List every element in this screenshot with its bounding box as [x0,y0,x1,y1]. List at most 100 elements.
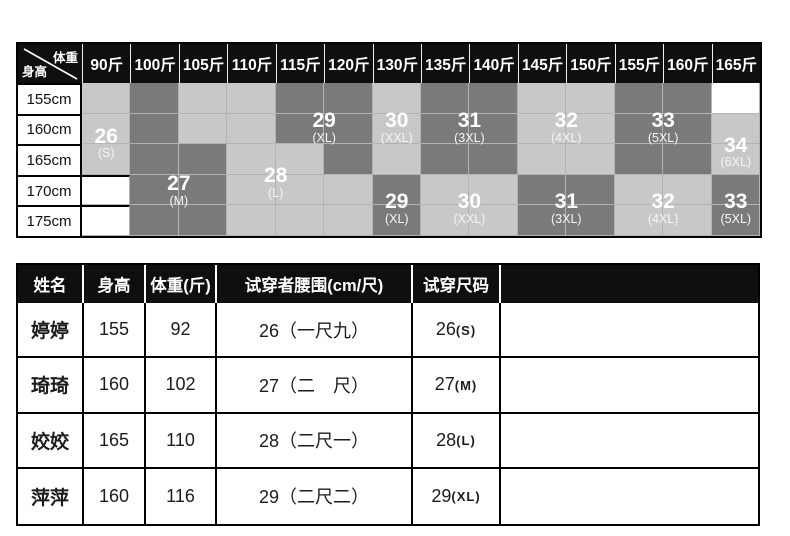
size-grid-cell [324,144,373,175]
weight-header-cell: 160斤 [663,44,712,83]
size-grid-cell [614,83,664,114]
weight-header-cell: 140斤 [469,44,518,83]
fit-cell-height: 165 [84,413,146,469]
size-grid-cell [227,205,276,236]
size-grid-cell [469,144,518,175]
fit-cell-extra [501,413,758,469]
fit-cell-weight: 110 [146,413,217,469]
fit-model-table: 姓名 身高 体重(斤) 试穿者腰围(cm/尺) 试穿尺码 婷婷 155 92 26（一尺九） 26… [16,263,760,526]
fit-header-cell: 试穿尺码 [413,265,501,303]
size-grid-cell [178,113,228,145]
fit-cell-name: 琦琦 [18,358,84,414]
size-grid-cell [566,83,615,114]
size-grid-cell [82,174,131,206]
size-grid-cell [420,83,470,114]
size-grid-cell [469,205,518,236]
size-grid-cell [82,113,131,145]
weight-header-cell: 115斤 [275,44,325,83]
diagonal-line [23,48,78,80]
weight-header-cell: 105斤 [178,44,228,83]
weight-header-cell: 135斤 [420,44,470,83]
size-grid-cell [324,83,373,114]
size-grid-cell [663,83,712,114]
size-grid-cell [178,174,228,206]
size-grid-cell [227,113,276,145]
fit-cell-size: 28 (L) [413,413,501,469]
size-grid-cell [82,144,131,175]
fit-cell-size: 26 (S) [413,303,501,359]
size-grid-cell [275,174,325,206]
weight-header-cell: 90斤 [82,44,131,83]
fit-size-number: 27 [434,374,455,395]
size-grid-cell [420,174,470,206]
fit-size-code: (L) [456,433,476,449]
size-matrix-table: 体重 身高 26 (S) 27 (M) 28 (L) 29 (XL) 30 (XXL) 31 (3XL… [16,42,762,238]
fit-cell-name: 婷婷 [18,303,84,359]
fit-cell-weight: 102 [146,358,217,414]
fit-cell-weight: 92 [146,303,217,359]
size-grid-cell [614,174,664,206]
size-grid-cell [663,144,712,175]
fit-cell-name: 萍萍 [18,468,84,524]
fit-cell-waist: 27（二 尺） [217,358,413,414]
fit-header-cell: 体重(斤) [146,265,217,303]
size-grid-cell [663,205,712,236]
fit-header-cell [501,265,758,303]
fit-cell-height: 160 [84,358,146,414]
size-grid-cell [469,83,518,114]
size-grid-cell [517,144,567,175]
size-grid-cell [711,83,760,114]
size-grid-cell [469,174,518,206]
height-row-label: 155cm [18,83,82,114]
size-grid-cell [566,174,615,206]
fit-cell-size: 29 (XL) [413,468,501,524]
fit-cell-weight: 116 [146,468,217,524]
fit-size-code: (S) [455,322,477,338]
size-grid-cell [178,144,228,175]
size-grid-cell [82,205,131,236]
size-grid-cell [614,144,664,175]
fit-cell-waist: 28（二尺一） [217,413,413,469]
size-grid-cell [82,83,131,114]
fit-cell-extra [501,303,758,359]
size-grid-cell [130,113,179,145]
fit-header-cell: 姓名 [18,265,84,303]
weight-header-cell: 165斤 [711,44,760,83]
size-grid-cell [275,205,325,236]
size-grid-cell [178,205,228,236]
fit-cell-name: 姣姣 [18,413,84,469]
corner-height-label: 身高 [22,65,48,79]
size-grid-cell [130,144,179,175]
size-grid-cell [130,174,179,206]
corner-header-cell: 体重 身高 [18,44,82,83]
size-grid-cell [420,113,470,145]
size-grid-cell [420,205,470,236]
size-grid-cell [566,144,615,175]
size-grid-cell [517,174,567,206]
fit-cell-extra [501,358,758,414]
size-grid-cell [711,113,760,145]
height-row-label: 165cm [18,144,82,175]
size-grid-cell [372,113,421,145]
size-grid-cell [614,113,664,145]
size-grid-cell [130,205,179,236]
height-row-label: 175cm [18,205,82,236]
size-grid-cell [663,174,712,206]
fit-size-number: 29 [431,485,452,506]
size-grid-cell [517,205,567,236]
size-grid-cell [227,174,276,206]
weight-header-cell: 120斤 [324,44,373,83]
size-grid-cell [227,144,276,175]
weight-header-cell: 130斤 [372,44,421,83]
corner-weight-label: 体重 [52,51,78,65]
weight-header-cell: 155斤 [614,44,664,83]
size-grid-cell [227,83,276,114]
size-grid-cell [324,113,373,145]
size-grid-cell [372,144,421,175]
size-grid-cell [372,205,421,236]
size-grid-cell [517,83,567,114]
fit-cell-waist: 29（二尺二） [217,468,413,524]
fit-cell-extra [501,468,758,524]
weight-header-cell: 100斤 [130,44,179,83]
